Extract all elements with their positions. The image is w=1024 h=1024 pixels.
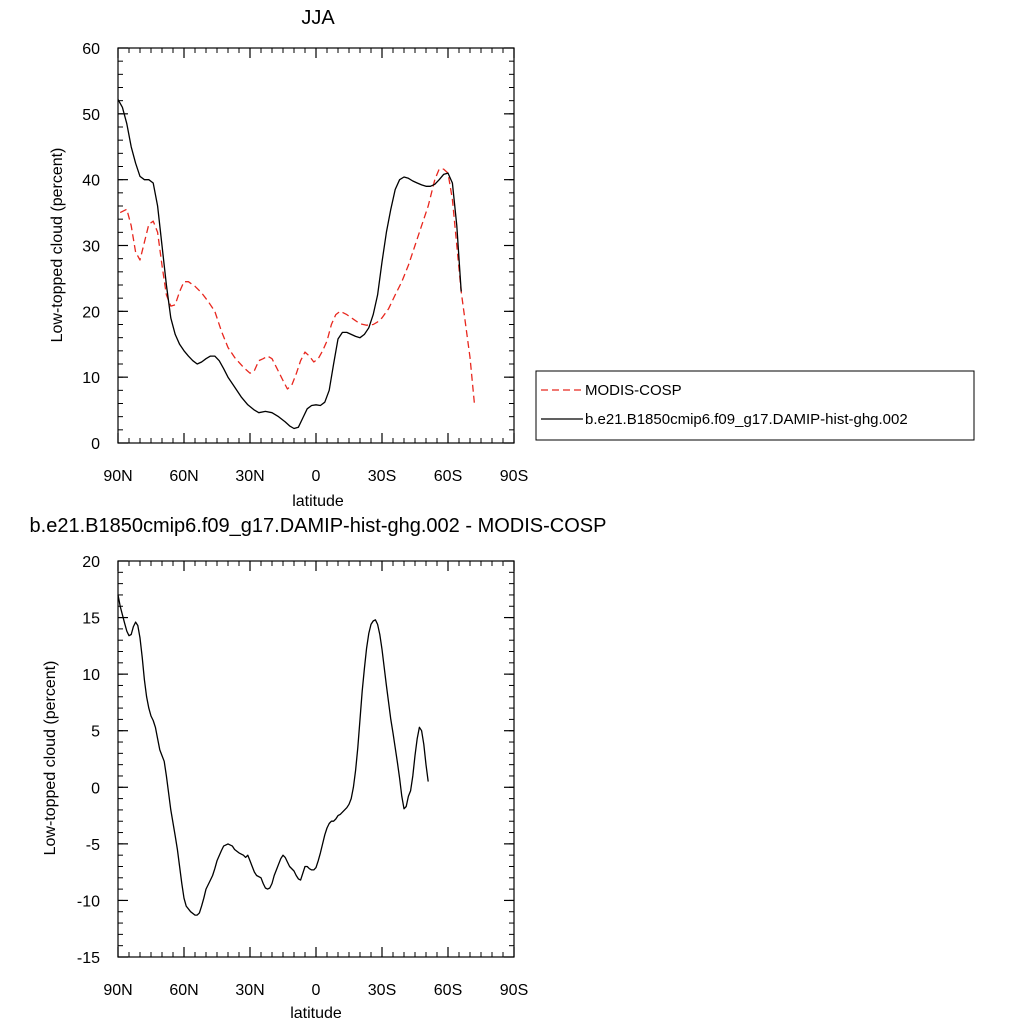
x-tick-label: 0 xyxy=(312,468,321,485)
y-axis-label: Low-topped cloud (percent) xyxy=(49,148,66,343)
x-tick-label: 90N xyxy=(103,468,132,485)
x-tick-label: 30S xyxy=(368,468,396,485)
x-tick-label: 60S xyxy=(434,468,462,485)
y-tick-label: 15 xyxy=(82,611,100,628)
y-tick-label: 50 xyxy=(82,107,100,124)
legend-label-model: b.e21.B1850cmip6.f09_g17.DAMIP-hist-ghg.… xyxy=(585,411,908,428)
axes-top: 90N 60N 30N 0 30S 60S 90S 0 10 20 30 40 50 60 xyxy=(82,41,528,485)
chart-title: JJA xyxy=(301,7,335,29)
lines-bottom xyxy=(117,594,429,916)
lines-top xyxy=(117,99,476,430)
axes-bottom: 90N 60N 30N 0 30S 60S 90S -15 -10 -5 0 5 10 15 20 xyxy=(77,554,528,999)
x-tick-label: 60N xyxy=(169,982,198,999)
x-tick-label: 90S xyxy=(500,982,528,999)
legend-box xyxy=(535,370,975,441)
x-tick-label: 30S xyxy=(368,982,396,999)
y-tick-label: -10 xyxy=(77,893,100,910)
y-tick-label: 40 xyxy=(82,173,100,190)
chart-panel-bottom: b.e21.B1850cmip6.f09_g17.DAMIP-hist-ghg.… xyxy=(30,515,607,1022)
series-line-0 xyxy=(119,168,476,404)
x-tick-label: 60S xyxy=(434,982,462,999)
x-tick-label: 90N xyxy=(103,982,132,999)
x-tick-label: 0 xyxy=(312,982,321,999)
series-line-0 xyxy=(117,594,429,916)
y-tick-label: 20 xyxy=(82,554,100,571)
y-tick-label: 10 xyxy=(82,667,100,684)
x-axis-label: latitude xyxy=(292,493,344,510)
y-axis-label: Low-topped cloud (percent) xyxy=(42,661,59,856)
legend-label-modis: MODIS-COSP xyxy=(585,382,682,399)
x-tick-label: 30N xyxy=(235,468,264,485)
series-line-1 xyxy=(117,99,462,430)
x-tick-label: 60N xyxy=(169,468,198,485)
y-tick-label: 0 xyxy=(91,780,100,797)
y-tick-label: 5 xyxy=(91,724,100,741)
x-tick-label: 30N xyxy=(235,982,264,999)
y-tick-label: 30 xyxy=(82,239,100,256)
legend: MODIS-COSP b.e21.B1850cmip6.f09_g17.DAMI… xyxy=(535,370,975,441)
y-tick-label: -5 xyxy=(86,837,100,854)
chart-title-difference: b.e21.B1850cmip6.f09_g17.DAMIP-hist-ghg.… xyxy=(30,515,607,537)
x-tick-label: 90S xyxy=(500,468,528,485)
y-tick-label: 20 xyxy=(82,304,100,321)
chart-panel-top: JJA Low-topped cloud (percent) latitude … xyxy=(49,7,975,510)
y-tick-label: 10 xyxy=(82,370,100,387)
y-tick-label: -15 xyxy=(77,950,100,967)
y-tick-label: 0 xyxy=(91,436,100,453)
y-tick-label: 60 xyxy=(82,41,100,58)
x-axis-label: latitude xyxy=(290,1005,342,1022)
